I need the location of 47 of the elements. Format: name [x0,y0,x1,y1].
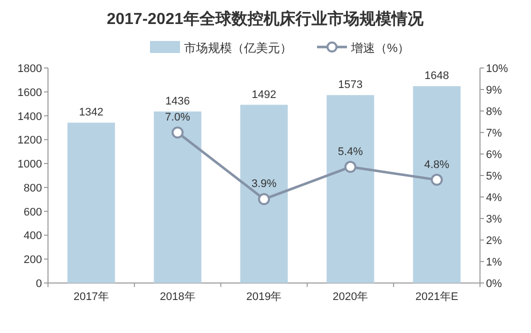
x-tick-label: 2017年 [73,291,109,303]
data-label: 3.9% [251,178,277,190]
x-tick-label: 2020年 [332,291,368,303]
point [258,193,270,206]
data-label: 4.8% [424,158,450,171]
point [172,126,184,138]
y-tick-label: 1400 [18,110,42,123]
legend-label: 增速（%） [350,41,410,55]
y2-tick-label: 2% [486,235,502,247]
y2-tick-label: 3% [486,214,502,226]
x-tick-label: 2018年 [160,291,196,303]
data-label: 1648 [424,70,450,82]
y-tick-label: 1000 [18,158,42,171]
y-tick-label: 0 [36,278,42,290]
legend-label: 市场规模（亿美元） [184,41,292,55]
y-tick-label: 600 [24,206,42,218]
data-label: 1573 [338,79,363,92]
bar [67,122,115,283]
data-label: 1492 [252,88,276,101]
data-label: 1342 [78,106,104,119]
bar [413,86,461,283]
bar [326,95,374,283]
point [344,160,356,173]
y-tick-label: 1600 [18,86,42,99]
y2-tick-label: 8% [486,106,502,118]
x-tick-label: 2021年E [415,291,458,303]
chart-title: 2017-2021年全球数控机床行业市场规模情况 [106,10,424,28]
y2-tick-label: 10% [486,63,508,75]
data-label: 5.4% [338,146,364,158]
y2-tick-label: 9% [486,84,502,96]
y-tick-label: 800 [24,182,42,194]
y-tick-label: 400 [24,230,42,242]
y-tick-label: 1800 [18,63,42,75]
bar [240,104,288,283]
y2-tick-label: 4% [486,192,502,204]
y2-tick-label: 7% [486,128,502,140]
point [430,174,443,186]
x-tick-label: 2019年 [246,291,282,303]
y2-tick-label: 0% [486,278,502,290]
y-tick-label: 1200 [18,134,42,147]
y-tick-label: 200 [24,254,42,266]
y2-tick-label: 6% [486,149,502,161]
data-label: 7.0% [165,112,190,124]
y2-tick-label: 1% [486,256,502,268]
bar [154,111,202,283]
data-label: 1436 [165,95,190,108]
y2-tick-label: 5% [486,170,502,182]
